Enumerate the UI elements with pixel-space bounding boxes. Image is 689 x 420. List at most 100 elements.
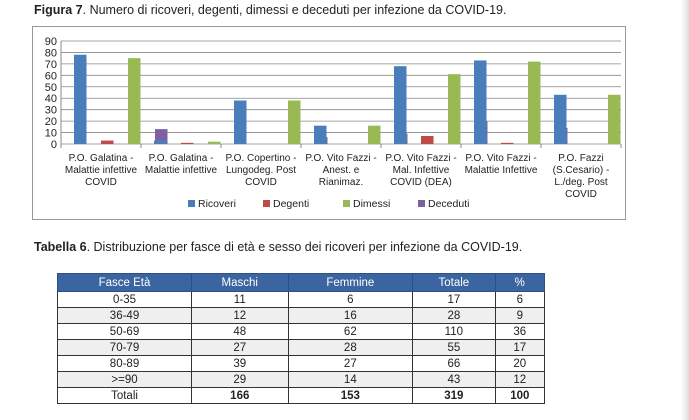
- bar-ricoveri: [234, 100, 247, 144]
- bar-dimessi: [608, 94, 621, 144]
- x-category-label: COVID (DEA): [390, 177, 452, 188]
- bar-ricoveri: [474, 60, 487, 145]
- bar-degenti: [101, 140, 114, 144]
- table-cell: 6: [494, 291, 546, 308]
- table-row: 0-35 11 6 17 6: [56, 291, 546, 308]
- bar-dimessi: [288, 100, 301, 144]
- y-tick-label: 90: [45, 36, 57, 48]
- total-cell: Totali: [56, 387, 193, 404]
- table-header-row: Fasce Età Maschi Femmine Totale%: [56, 273, 546, 292]
- x-category-label: COVID: [565, 189, 597, 200]
- table-cell: >=90: [56, 371, 193, 388]
- legend-label-ricoveri: Ricoveri: [198, 198, 236, 210]
- bar-ricoveri: [314, 125, 327, 144]
- table-row: >=90 29 14 43 12: [56, 371, 546, 388]
- legend-swatch: [263, 200, 270, 207]
- x-category-label: P.O. Galatina -: [149, 153, 214, 164]
- table-caption-text: . Distribuzione per fasce di età e sesso…: [86, 240, 523, 254]
- table-cell: 62: [287, 323, 414, 340]
- table-cell: 39: [191, 355, 289, 372]
- total-cell: 166: [191, 387, 289, 404]
- table-row: 36-49 12 16 28 9: [56, 307, 546, 324]
- x-category-label: P.O. Vito Fazzi -: [385, 153, 456, 164]
- total-cell: 153: [287, 387, 414, 404]
- column-header: Fasce Età: [56, 273, 193, 292]
- bar-dimessi: [368, 125, 381, 144]
- x-category-label: Rianimaz.: [319, 177, 363, 188]
- table-row: 50-69 48 62 110 36: [56, 323, 546, 340]
- x-category-label: Mal. Infettive: [393, 165, 450, 176]
- y-tick-label: 70: [45, 59, 57, 71]
- bar-chart: 0 10 20 30 40 50 60 70 80 90 P.O. Galatina - Malatt…: [32, 26, 626, 220]
- x-category-label: Malattie infettive: [65, 165, 138, 176]
- bar-ricoveri: [154, 140, 167, 144]
- table-cell: 12: [494, 371, 546, 388]
- bar-degenti: [181, 142, 194, 144]
- table-cell: 66: [412, 355, 496, 372]
- y-tick-label: 30: [45, 105, 57, 117]
- legend-swatch: [418, 200, 425, 207]
- bar-ricoveri: [554, 94, 567, 144]
- table-cell: 0-35: [56, 291, 193, 308]
- table-cell: 12: [191, 307, 289, 324]
- table-cell: 14: [287, 371, 414, 388]
- y-tick-label: 20: [45, 116, 57, 128]
- table-cell: 36: [494, 323, 546, 340]
- table-cell: 55: [412, 339, 496, 356]
- bar-dimessi: [448, 74, 461, 144]
- legend-swatch: [343, 200, 350, 207]
- x-category-label: Malattie Infettive: [465, 165, 538, 176]
- table-cell: 17: [494, 339, 546, 356]
- x-category-label: Anest. e: [323, 165, 360, 176]
- bar-ricoveri: [74, 54, 87, 144]
- y-tick-label: 0: [51, 139, 57, 151]
- x-category-label: Malattie infettive: [145, 165, 218, 176]
- table-cell: 29: [191, 371, 289, 388]
- column-header: %: [494, 273, 546, 292]
- bar-ricoveri: [394, 66, 407, 144]
- column-header: Maschi: [191, 273, 289, 292]
- table-cell: 80-89: [56, 355, 193, 372]
- table-cell: 110: [412, 323, 496, 340]
- x-category-label: L./deg. Post: [554, 177, 608, 188]
- column-header: Totale: [412, 273, 496, 292]
- table-caption: Tabella 6. Distribuzione per fasce di et…: [34, 240, 522, 254]
- legend-swatch: [188, 200, 195, 207]
- x-category-label: P.O. Vito Fazzi -: [465, 153, 536, 164]
- x-category-label: Lungodeg. Post: [226, 165, 296, 176]
- table-cell: 27: [287, 355, 414, 372]
- figure-caption-text: . Numero di ricoveri, degenti, dimessi e…: [82, 3, 507, 17]
- table-cell: 28: [287, 339, 414, 356]
- x-category-label: COVID: [85, 177, 117, 188]
- table-row: 70-79 27 28 55 17: [56, 339, 546, 356]
- bar-dimessi: [528, 61, 541, 144]
- table-cell: 6: [287, 291, 414, 308]
- bar-deceduti: [155, 129, 168, 144]
- x-category-label: P.O. Galatina -: [69, 153, 134, 164]
- x-category-label: (S.Cesario) -: [553, 165, 610, 176]
- total-row: Totali 166 153 319 100: [56, 387, 546, 404]
- table-cell: 28: [412, 307, 496, 324]
- table-cell: 36-49: [56, 307, 193, 324]
- y-tick-label: 50: [45, 82, 57, 94]
- table-cell: 48: [191, 323, 289, 340]
- table-cell: 11: [191, 291, 289, 308]
- column-header: Femmine: [287, 273, 414, 292]
- bar-dimessi: [128, 58, 141, 144]
- table-cell: 43: [412, 371, 496, 388]
- table-cell: 50-69: [56, 323, 193, 340]
- y-tick-label: 80: [45, 47, 57, 59]
- y-tick-label: 40: [45, 93, 57, 105]
- y-tick-label: 60: [45, 70, 57, 82]
- legend-label-dimessi: Dimessi: [353, 198, 390, 210]
- bar-dimessi: [208, 141, 221, 144]
- x-category-label: P.O. Fazzi: [558, 153, 603, 164]
- bar-degenti: [421, 135, 434, 144]
- legend-label-degenti: Degenti: [273, 198, 309, 210]
- figure-caption: Figura 7. Numero di ricoveri, degenti, d…: [34, 3, 506, 17]
- table-cell: 70-79: [56, 339, 193, 356]
- legend-label-deceduti: Deceduti: [428, 198, 469, 210]
- figure-label: Figura 7: [34, 3, 83, 17]
- total-cell: 319: [412, 387, 496, 404]
